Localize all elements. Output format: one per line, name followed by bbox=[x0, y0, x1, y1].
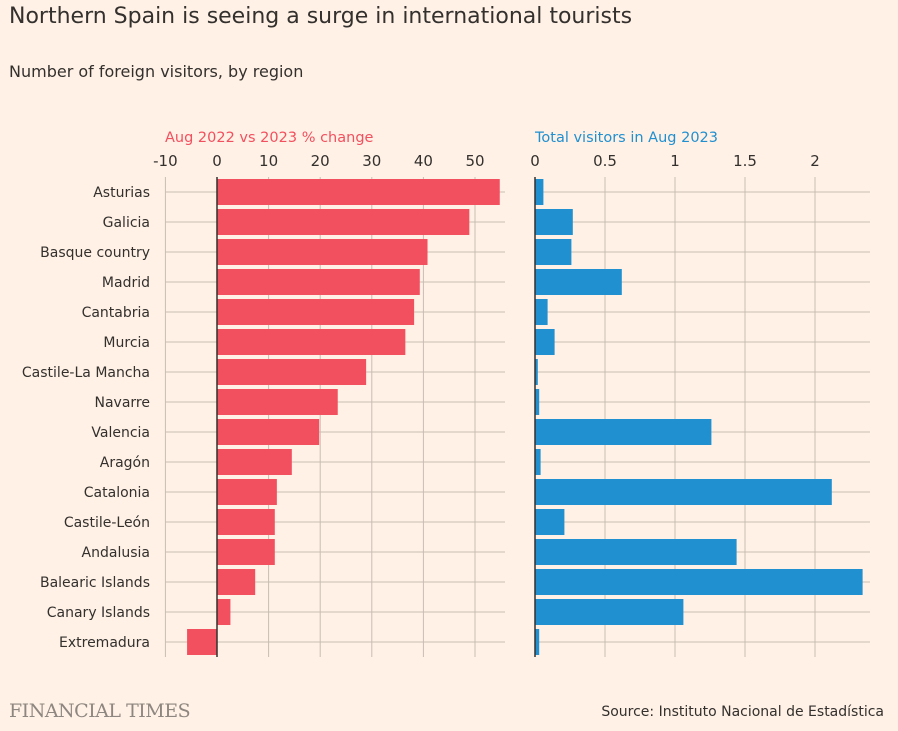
bar-total-arag-n bbox=[535, 449, 541, 475]
category-label: Madrid bbox=[102, 275, 150, 291]
category-label: Extremadura bbox=[59, 635, 150, 651]
bar-change-castile-la-mancha bbox=[217, 359, 367, 385]
source-note: Source: Instituto Nacional de Estadístic… bbox=[601, 704, 884, 720]
bar-change-basque-country bbox=[217, 239, 428, 265]
category-label: Castile-León bbox=[64, 515, 150, 531]
category-label: Aragón bbox=[100, 455, 150, 471]
bar-total-castile-le-n bbox=[535, 509, 565, 535]
category-label: Balearic Islands bbox=[40, 575, 150, 591]
bar-total-madrid bbox=[535, 269, 622, 295]
category-label: Asturias bbox=[93, 185, 150, 201]
bar-total-cantabria bbox=[535, 299, 548, 325]
bar-change-murcia bbox=[217, 329, 406, 355]
bar-change-asturias bbox=[217, 179, 500, 205]
tick-label-change: 0 bbox=[212, 152, 222, 170]
bar-total-galicia bbox=[535, 209, 573, 235]
tick-label-change: 20 bbox=[311, 152, 330, 170]
bar-total-extremadura bbox=[535, 629, 540, 655]
bar-total-balearic-islands bbox=[535, 569, 863, 595]
chart-title: Northern Spain is seeing a surge in inte… bbox=[9, 4, 633, 29]
tick-label-total: 1.5 bbox=[733, 152, 757, 170]
bar-total-valencia bbox=[535, 419, 712, 445]
category-label: Canary Islands bbox=[47, 605, 150, 621]
bar-change-catalonia bbox=[217, 479, 277, 505]
bar-change-galicia bbox=[217, 209, 470, 235]
category-label: Basque country bbox=[40, 245, 150, 261]
category-label: Murcia bbox=[103, 335, 150, 351]
tick-label-change: 30 bbox=[362, 152, 381, 170]
ft-logo: FINANCIAL TIMES bbox=[9, 700, 191, 722]
bar-change-navarre bbox=[217, 389, 338, 415]
tick-label-total: 0 bbox=[530, 152, 540, 170]
bar-change-extremadura bbox=[187, 629, 217, 655]
tick-label-change: -10 bbox=[153, 152, 178, 170]
bar-change-arag-n bbox=[217, 449, 292, 475]
chart-subtitle: Number of foreign visitors, by region bbox=[9, 62, 304, 81]
tick-label-total: 0.5 bbox=[593, 152, 617, 170]
bar-total-castile-la-mancha bbox=[535, 359, 538, 385]
category-label: Cantabria bbox=[82, 305, 150, 321]
bar-change-canary-islands bbox=[217, 599, 231, 625]
bar-change-valencia bbox=[217, 419, 320, 445]
bar-total-navarre bbox=[535, 389, 540, 415]
category-label: Andalusia bbox=[82, 545, 150, 561]
category-label: Navarre bbox=[95, 395, 151, 411]
bar-change-castile-le-n bbox=[217, 509, 275, 535]
bar-change-cantabria bbox=[217, 299, 415, 325]
bar-change-andalusia bbox=[217, 539, 275, 565]
bar-total-asturias bbox=[535, 179, 544, 205]
bar-total-murcia bbox=[535, 329, 555, 355]
bar-change-balearic-islands bbox=[217, 569, 256, 595]
tick-label-total: 2 bbox=[810, 152, 820, 170]
category-label: Valencia bbox=[91, 425, 150, 441]
bar-total-andalusia bbox=[535, 539, 737, 565]
bar-change-madrid bbox=[217, 269, 420, 295]
tick-label-total: 1 bbox=[670, 152, 680, 170]
panel-title-change: Aug 2022 vs 2023 % change bbox=[165, 130, 374, 146]
tick-label-change: 10 bbox=[259, 152, 278, 170]
bar-total-catalonia bbox=[535, 479, 832, 505]
tick-label-change: 40 bbox=[414, 152, 433, 170]
category-label: Catalonia bbox=[84, 485, 150, 501]
bar-total-canary-islands bbox=[535, 599, 684, 625]
category-label: Castile-La Mancha bbox=[22, 365, 150, 381]
panel-title-total: Total visitors in Aug 2023 bbox=[534, 130, 718, 146]
tick-label-change: 50 bbox=[465, 152, 484, 170]
bar-total-basque-country bbox=[535, 239, 572, 265]
category-label: Galicia bbox=[103, 215, 150, 231]
